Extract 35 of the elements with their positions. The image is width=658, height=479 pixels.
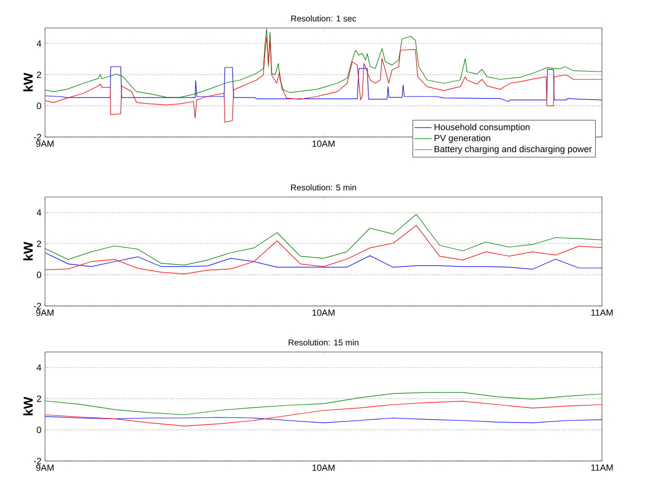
y-tick-label: 0: [36, 426, 42, 434]
y-tick-label: -2: [34, 134, 42, 140]
line-series: [45, 225, 602, 274]
x-tick-label: 9AM: [36, 464, 54, 471]
chart-title: Resolution: 15 min: [288, 339, 358, 346]
chart-title: Resolution: 5 min: [291, 184, 356, 190]
y-tick-label: 4: [36, 40, 42, 47]
y-tick-label: 0: [36, 272, 42, 278]
y-tick-label: 0: [36, 102, 42, 110]
line-series: [45, 392, 602, 416]
y-axis-title: kW: [23, 396, 33, 416]
y-tick-label: 2: [36, 396, 42, 402]
x-tick-label: 9AM: [36, 310, 54, 316]
chart-title: Resolution: 1 sec: [291, 15, 356, 22]
line-series: [45, 28, 602, 98]
y-tick-label: 2: [36, 72, 42, 78]
line-series: [45, 214, 602, 266]
y-axis-title: kW: [23, 72, 33, 92]
x-tick-label: 10AM: [312, 464, 334, 471]
y-tick-label: 4: [36, 364, 42, 371]
x-tick-label: 11AM: [591, 464, 613, 471]
line-series: [45, 36, 602, 123]
legend-label: PV generation: [434, 134, 490, 144]
line-series: [45, 416, 602, 424]
x-tick-label: 11AM: [591, 310, 613, 316]
y-tick-label: -2: [34, 458, 42, 464]
x-tick-label: 10AM: [312, 140, 334, 147]
legend-label: Battery charging and discharging power: [434, 146, 592, 154]
x-tick-label: 9AM: [36, 140, 54, 147]
y-tick-label: -2: [34, 302, 42, 310]
y-axis-title: kW: [23, 242, 33, 260]
legend-label: Household consumption: [434, 124, 530, 132]
y-tick-label: 4: [36, 209, 42, 216]
x-tick-label: 10AM: [312, 310, 334, 316]
y-tick-label: 2: [36, 240, 42, 247]
